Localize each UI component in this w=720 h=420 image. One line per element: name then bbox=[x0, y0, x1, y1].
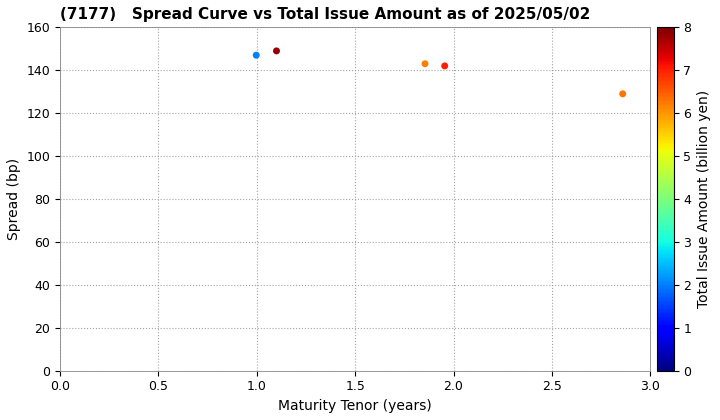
Point bbox=[251, 52, 262, 58]
X-axis label: Maturity Tenor (years): Maturity Tenor (years) bbox=[279, 399, 432, 413]
Point bbox=[617, 90, 629, 97]
Y-axis label: Total Issue Amount (billion yen): Total Issue Amount (billion yen) bbox=[697, 90, 711, 308]
Point bbox=[419, 60, 431, 67]
Text: (7177)   Spread Curve vs Total Issue Amount as of 2025/05/02: (7177) Spread Curve vs Total Issue Amoun… bbox=[60, 7, 590, 22]
Y-axis label: Spread (bp): Spread (bp) bbox=[7, 158, 21, 240]
Point bbox=[271, 47, 282, 54]
Point bbox=[439, 63, 451, 69]
